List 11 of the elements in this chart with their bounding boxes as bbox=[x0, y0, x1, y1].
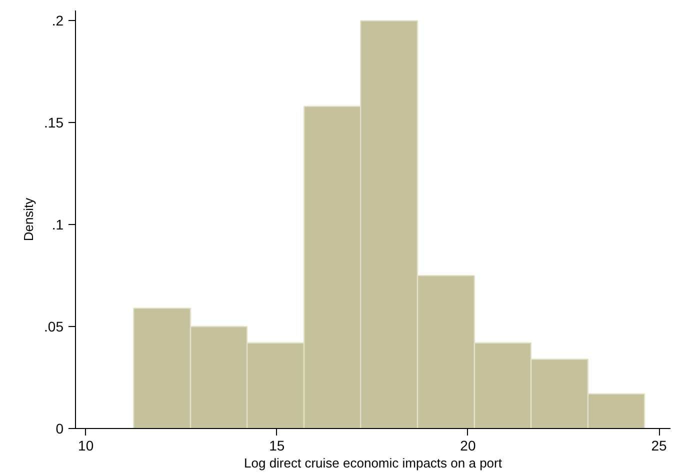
x-tick-label: 15 bbox=[269, 438, 285, 454]
y-tick-label: .1 bbox=[52, 216, 64, 233]
y-tick-label: .05 bbox=[44, 318, 64, 335]
y-tick-label: 0 bbox=[56, 420, 64, 436]
x-tick-label: 20 bbox=[460, 438, 476, 454]
x-axis-title: Log direct cruise economic impacts on a port bbox=[244, 456, 502, 470]
y-axis-title: Density bbox=[21, 197, 36, 242]
x-tick-label: 10 bbox=[78, 438, 94, 454]
x-tick-label: 25 bbox=[651, 438, 668, 454]
y-tick-label: .2 bbox=[52, 12, 64, 29]
y-tick-label: .15 bbox=[44, 114, 64, 131]
